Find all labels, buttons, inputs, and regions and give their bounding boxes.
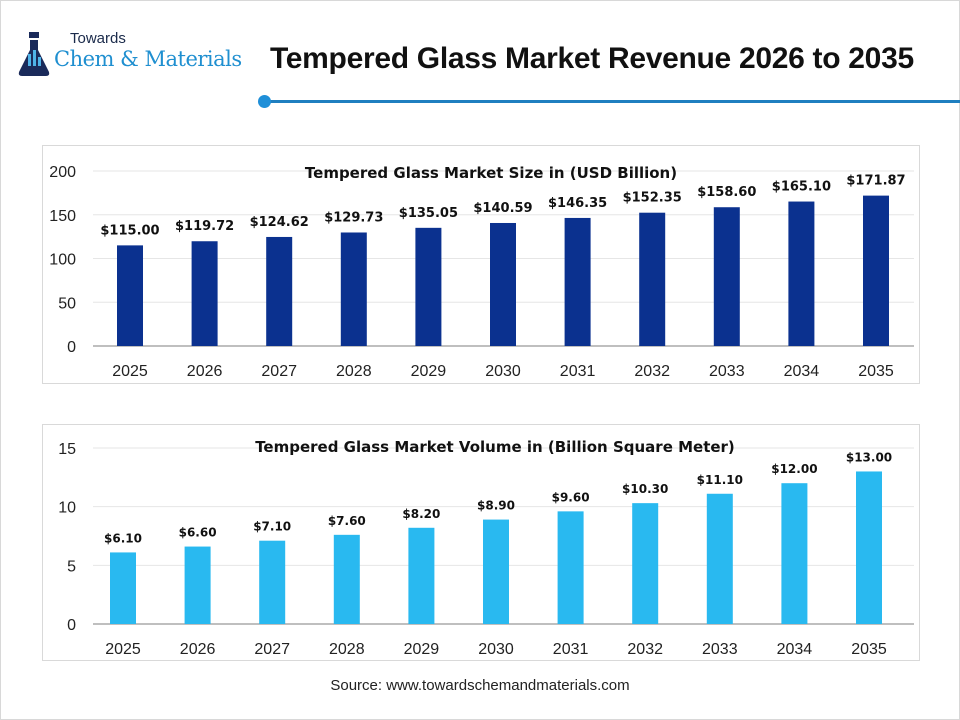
y-tick-label: 100 — [49, 252, 76, 269]
data-label: $6.60 — [179, 526, 217, 540]
bar — [191, 241, 218, 346]
x-tick-label: 2025 — [112, 363, 148, 380]
bar — [266, 236, 293, 346]
data-label: $115.00 — [100, 223, 159, 238]
data-label: $7.60 — [328, 514, 366, 528]
bar — [184, 546, 211, 624]
chart-title: Tempered Glass Market Size in (USD Billi… — [305, 164, 677, 182]
page-title: Tempered Glass Market Revenue 2026 to 20… — [270, 42, 914, 75]
x-tick-label: 2031 — [560, 363, 596, 380]
y-tick-label: 150 — [49, 208, 76, 225]
bar — [856, 471, 882, 624]
y-tick-label: 200 — [49, 164, 76, 181]
x-tick-label: 2035 — [851, 641, 887, 658]
data-label: $10.30 — [622, 482, 668, 496]
data-label: $129.73 — [324, 210, 383, 225]
x-tick-label: 2033 — [709, 363, 745, 380]
title-divider — [265, 100, 960, 103]
bar — [781, 483, 808, 624]
x-tick-label: 2028 — [329, 641, 365, 658]
data-label: $152.35 — [623, 191, 682, 206]
market-volume-chart: 0 5 10 15 Tempered Glass Market Volume in (B… — [42, 424, 920, 661]
bar — [564, 217, 591, 346]
data-label: $171.87 — [846, 174, 905, 189]
data-label: $12.00 — [771, 462, 817, 476]
bar — [632, 503, 659, 624]
y-tick-label: 0 — [67, 617, 76, 634]
bar — [557, 511, 584, 624]
x-tick-label: 2032 — [627, 641, 663, 658]
data-label: $9.60 — [552, 490, 590, 504]
y-tick-label: 10 — [58, 500, 76, 517]
data-label: $158.60 — [697, 185, 756, 200]
bar — [490, 222, 516, 346]
x-tick-label: 2025 — [105, 641, 141, 658]
bar — [415, 227, 442, 346]
data-label: $124.62 — [250, 215, 309, 230]
data-label: $146.35 — [548, 196, 607, 211]
bar — [706, 493, 733, 624]
market-size-chart: 0 50 100 150 200 Tempered Glass Market Size i… — [42, 145, 920, 384]
flask-icon — [18, 32, 50, 76]
bar — [639, 212, 666, 346]
x-tick-label: 2027 — [261, 363, 297, 380]
data-label: $140.59 — [473, 201, 532, 216]
source-text: Source: www.towardschemandmaterials.com — [330, 677, 630, 694]
x-tick-label: 2035 — [858, 363, 894, 380]
bar — [713, 207, 740, 346]
bar — [117, 245, 143, 346]
data-label: $6.10 — [104, 531, 142, 545]
data-label: $135.05 — [399, 206, 458, 221]
x-tick-label: 2026 — [187, 363, 223, 380]
logo-main: Chem & Materials — [54, 47, 242, 71]
y-tick-label: 5 — [67, 558, 76, 575]
data-label: $13.00 — [846, 450, 892, 464]
x-tick-label: 2032 — [634, 363, 670, 380]
x-tick-label: 2027 — [254, 641, 290, 658]
x-tick-label: 2026 — [180, 641, 216, 658]
y-tick-label: 15 — [58, 441, 76, 458]
data-label: $8.90 — [477, 499, 515, 513]
x-tick-label: 2029 — [404, 641, 440, 658]
x-tick-label: 2030 — [478, 641, 514, 658]
bar — [483, 519, 509, 624]
bar — [340, 232, 367, 346]
data-label: $165.10 — [772, 180, 831, 195]
x-tick-label: 2034 — [784, 363, 820, 380]
data-label: $8.20 — [402, 507, 440, 521]
logo-towards: Towards — [70, 30, 126, 47]
data-label: $11.10 — [697, 473, 743, 487]
x-tick-label: 2031 — [553, 641, 589, 658]
bar — [788, 201, 815, 346]
x-tick-label: 2028 — [336, 363, 372, 380]
y-tick-label: 0 — [67, 339, 76, 356]
x-tick-label: 2033 — [702, 641, 738, 658]
bar — [408, 527, 435, 624]
logo: Towards Chem & Materials — [16, 30, 261, 80]
y-tick-label: 50 — [58, 295, 76, 312]
x-tick-label: 2034 — [777, 641, 813, 658]
bar — [333, 534, 360, 624]
x-tick-label: 2029 — [411, 363, 447, 380]
x-tick-label: 2030 — [485, 363, 521, 380]
data-label: $119.72 — [175, 219, 234, 234]
bar — [863, 195, 889, 346]
bar — [259, 540, 286, 624]
bar — [110, 552, 136, 624]
chart-title: Tempered Glass Market Volume in (Billion… — [255, 438, 735, 456]
divider-dot — [258, 95, 271, 108]
data-label: $7.10 — [253, 520, 291, 534]
